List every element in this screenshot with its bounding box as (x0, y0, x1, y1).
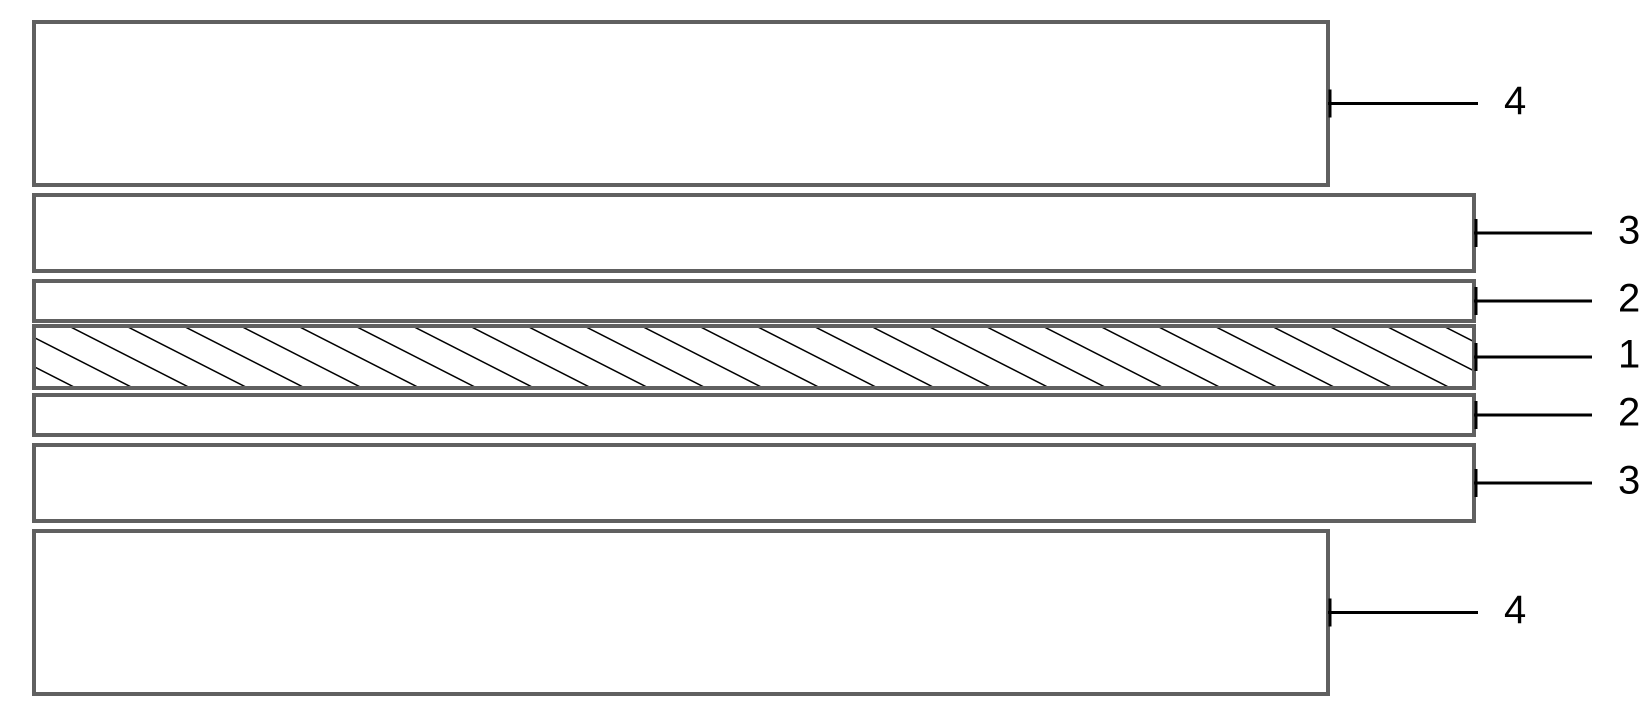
layer-hatch (34, 326, 1474, 388)
layer-diagram: 4 3 2 1 2 3 4 (0, 0, 1648, 726)
layer-label: 3 (1618, 209, 1640, 253)
layer-label: 1 (1618, 333, 1640, 377)
layer-layer1-center: 1 (34, 326, 1640, 388)
layer-label: 2 (1618, 277, 1640, 321)
layer-label: 4 (1504, 588, 1526, 632)
layer-label: 2 (1618, 391, 1640, 435)
layer-label: 4 (1504, 79, 1526, 123)
layer-label: 3 (1618, 459, 1640, 503)
